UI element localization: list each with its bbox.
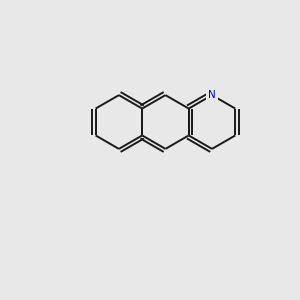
Text: N: N [208, 90, 216, 100]
